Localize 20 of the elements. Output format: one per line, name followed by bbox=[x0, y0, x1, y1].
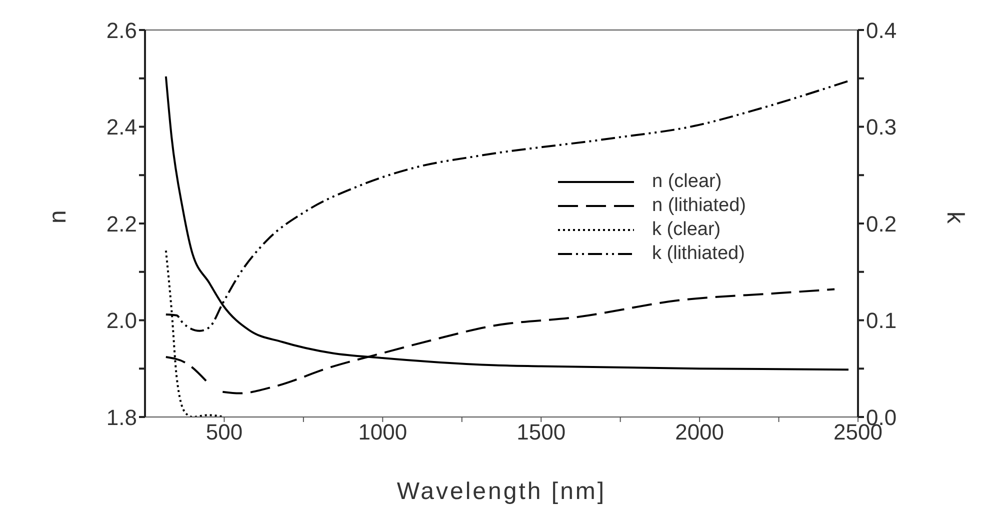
y-tick-label: 2.4 bbox=[106, 114, 137, 140]
y-axis-title: n bbox=[44, 210, 72, 224]
y-tick-label: 1.8 bbox=[106, 404, 137, 430]
y-tick-label: 2.2 bbox=[106, 211, 137, 236]
legend-label: k (clear) bbox=[652, 219, 721, 241]
x-tick-label: 1500 bbox=[516, 420, 566, 445]
x-tick-label: 1000 bbox=[358, 420, 408, 445]
legend-label: n (lithiated) bbox=[652, 195, 746, 217]
legend-label: n (clear) bbox=[652, 171, 722, 193]
x-tick-label: 2000 bbox=[675, 420, 724, 445]
x-axis-title: Wavelength [nm] bbox=[396, 478, 606, 505]
y2-tick-label: 0.3 bbox=[866, 114, 897, 140]
y-tick-label: 2.6 bbox=[106, 18, 137, 43]
y-tick-label: 2.0 bbox=[106, 308, 137, 334]
y2-tick-label: 0.4 bbox=[866, 18, 897, 43]
x-tick-label: 500 bbox=[206, 420, 243, 445]
y2-tick-label: 0.1 bbox=[866, 308, 897, 334]
legend-label: k (lithiated) bbox=[652, 243, 745, 265]
y2-tick-label: 0.2 bbox=[866, 211, 897, 236]
y2-axis-title: k bbox=[941, 212, 968, 224]
